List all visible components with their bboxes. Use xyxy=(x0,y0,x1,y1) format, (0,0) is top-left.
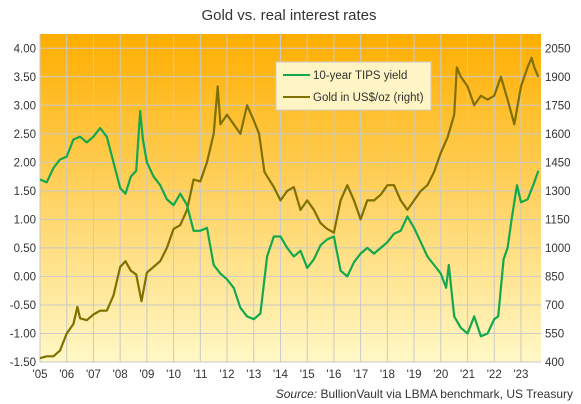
source-prefix: Source: xyxy=(276,387,317,401)
x-tick-label: '06 xyxy=(59,369,74,381)
y-right-tick-label: 400 xyxy=(545,357,564,369)
series-lines xyxy=(39,56,540,360)
y-left-tick-label: 4.00 xyxy=(14,43,36,55)
y-right-tick-label: 2050 xyxy=(545,43,571,55)
chart-title: Gold vs. real interest rates xyxy=(201,7,376,24)
x-tick-label: '20 xyxy=(433,369,448,381)
y-left-tick-label: 1.50 xyxy=(14,186,36,198)
y-right-tick-label: 1000 xyxy=(545,243,571,255)
x-tick-label: '10 xyxy=(166,369,181,381)
y-right-tick-label: 1900 xyxy=(545,72,571,84)
legend-box xyxy=(275,61,432,111)
x-tick-label: '22 xyxy=(487,369,502,381)
y-left-tick-label: 1.00 xyxy=(14,214,36,226)
x-tick-label: '14 xyxy=(273,369,289,381)
y-right-tick-label: 700 xyxy=(545,300,564,312)
x-tick-label: '05 xyxy=(33,369,48,381)
legend-label-gold: Gold in US$/oz (right) xyxy=(313,92,424,104)
x-tick-label: '15 xyxy=(300,369,315,381)
y-right-tick-label: 550 xyxy=(545,328,564,340)
y-right-tick-label: 1600 xyxy=(545,129,571,141)
x-tick-label: '17 xyxy=(353,369,368,381)
y-left-tick-label: 0.00 xyxy=(14,271,36,283)
y-left-tick-label: 2.50 xyxy=(14,129,36,141)
x-tick-label: '08 xyxy=(113,369,128,381)
x-tick-label: '18 xyxy=(380,369,395,381)
legend-label-tips: 10-year TIPS yield xyxy=(313,70,407,82)
x-tick-label: '21 xyxy=(460,369,475,381)
y-left-tick-label: -1.00 xyxy=(10,328,36,340)
x-tick-label: '09 xyxy=(139,369,154,381)
y-left-tick-label: -0.50 xyxy=(10,300,36,312)
y-left-tick-label: 2.00 xyxy=(14,157,36,169)
axis-labels: 4.00 3.50 3.00 2.50 2.00 1.50 1.00 0.50 0.00 -0.5… xyxy=(10,43,571,381)
x-tick-label: '16 xyxy=(326,369,341,381)
x-tick-label: '12 xyxy=(220,369,235,381)
series-gold-price-line xyxy=(39,56,540,360)
x-tick-label: '13 xyxy=(246,369,261,381)
y-right-tick-label: 1300 xyxy=(545,186,571,198)
x-tick-label: '23 xyxy=(513,369,528,381)
source-note: Source: BullionVault via LBMA benchmark,… xyxy=(276,387,573,401)
y-right-tick-label: 1450 xyxy=(545,157,571,169)
y-right-tick-label: 1150 xyxy=(545,214,570,226)
y-left-tick-label: 3.00 xyxy=(14,100,36,112)
y-left-tick-label: 0.50 xyxy=(14,243,36,255)
legend: 10-year TIPS yield Gold in US$/oz (right… xyxy=(275,61,432,111)
y-right-tick-label: 1750 xyxy=(545,100,571,112)
y-left-tick-label: -1.50 xyxy=(10,357,36,369)
y-left-tick-label: 3.50 xyxy=(14,72,36,84)
source-text: BullionVault via LBMA benchmark, US Trea… xyxy=(317,387,573,401)
x-tick-label: '11 xyxy=(193,369,207,381)
x-tick-label: '07 xyxy=(86,369,101,381)
series-tips-yield-line xyxy=(39,109,540,338)
y-right-tick-label: 850 xyxy=(545,271,564,283)
x-tick-label: '19 xyxy=(407,369,422,381)
